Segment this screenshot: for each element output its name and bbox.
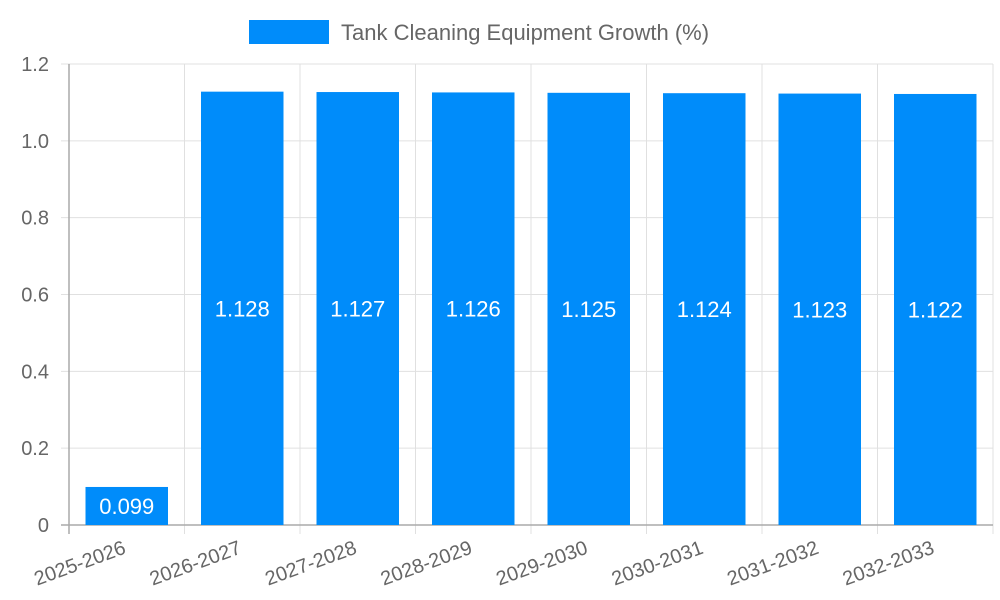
bar-value-label: 1.122 <box>908 297 963 322</box>
bar-value-label: 1.124 <box>677 297 732 322</box>
x-tick-label: 2029-2030 <box>493 537 590 590</box>
y-tick-label: 0.2 <box>21 438 49 460</box>
x-tick-label: 2026-2027 <box>147 537 244 590</box>
x-axis-tick-labels: 2025-2026 2026-2027 2027-2028 2028-2029 2029… <box>31 537 937 590</box>
bar[interactable] <box>894 93 977 525</box>
y-tick-label: 0 <box>38 515 49 537</box>
bar-value-label: 1.128 <box>215 296 270 321</box>
bar-value-label: 0.099 <box>99 494 154 519</box>
bar[interactable] <box>663 93 746 526</box>
y-tick-label: 0.4 <box>21 361 49 383</box>
bar-value-label: 1.125 <box>561 297 616 322</box>
bar-value-label: 1.127 <box>330 297 385 322</box>
bar-value-label: 1.126 <box>446 297 501 322</box>
bar[interactable] <box>201 91 284 525</box>
bar[interactable] <box>432 92 515 525</box>
legend-label: Tank Cleaning Equipment Growth (%) <box>341 20 709 45</box>
x-tick-label: 2025-2026 <box>31 537 128 590</box>
x-tick-label: 2032-2033 <box>840 537 937 590</box>
bar[interactable] <box>85 486 169 525</box>
legend-swatch <box>249 20 329 44</box>
bars: 0.099 1.128 1.127 1.126 1.125 1.124 1.123 1.122 <box>85 91 977 526</box>
y-tick-label: 0.6 <box>21 285 49 307</box>
x-tick-label: 2030-2031 <box>609 537 706 590</box>
y-tick-label: 0.8 <box>21 208 49 230</box>
bar[interactable] <box>778 93 862 525</box>
legend: Tank Cleaning Equipment Growth (%) <box>249 20 709 45</box>
y-tick-label: 1.0 <box>21 131 49 153</box>
x-tick-label: 2027-2028 <box>262 537 359 590</box>
x-tick-label: 2028-2029 <box>378 537 475 590</box>
bar[interactable] <box>547 92 631 525</box>
y-tick-label: 1.2 <box>21 54 49 76</box>
y-axis-tick-labels: 0 0.2 0.4 0.6 0.8 1.0 1.2 <box>21 54 49 537</box>
bar[interactable] <box>316 92 400 526</box>
x-tick-label: 2031-2032 <box>724 537 821 590</box>
bar-value-label: 1.123 <box>792 297 847 322</box>
